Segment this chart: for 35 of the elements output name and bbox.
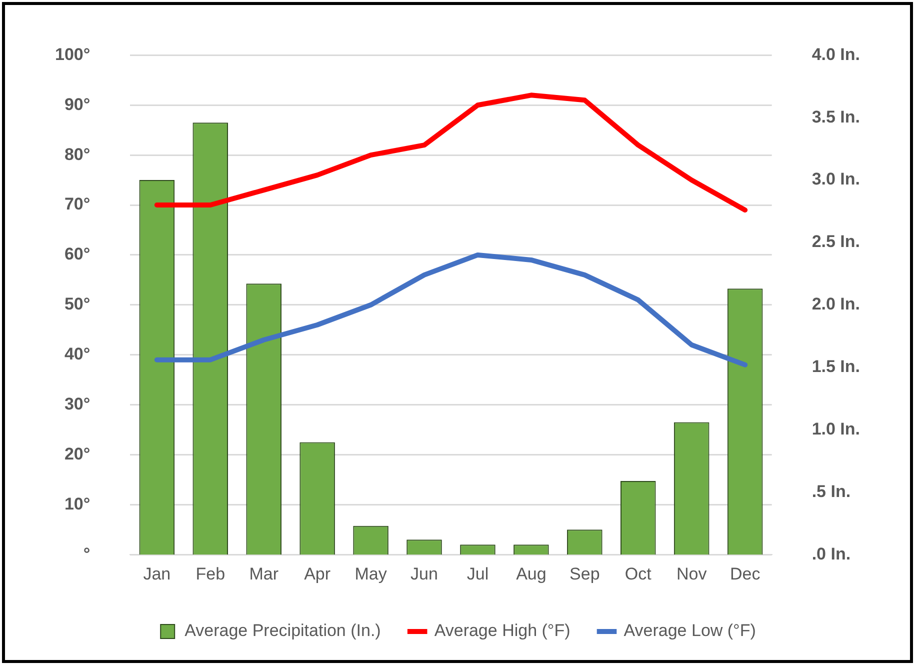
x-tick-label: Jul (466, 564, 489, 584)
y-tick-label: 20° (64, 444, 90, 464)
x-tick-label: Jan (143, 564, 171, 584)
y2-tick-label: 2.0 In. (812, 294, 860, 314)
x-tick-label: Oct (624, 564, 652, 584)
y2-tick-label: .5 In. (812, 482, 851, 501)
y2-tick-label: 3.0 In. (812, 170, 860, 189)
y2-tick-label: 1.0 In. (812, 419, 860, 438)
y-tick-label: 90° (64, 94, 90, 114)
x-tick-label: Aug (516, 564, 546, 584)
y2-tick-label: 1.5 In. (812, 357, 860, 376)
y-tick-label: 40° (64, 344, 90, 364)
y-tick-label: 30° (64, 394, 90, 414)
x-tick-label: Apr (304, 564, 331, 584)
x-tick-label: Jun (410, 564, 438, 584)
y-tick-label: ° (83, 544, 90, 564)
y-tick-label: 80° (64, 144, 90, 164)
y-tick-label: 100° (54, 44, 90, 64)
x-tick-label: May (354, 564, 388, 584)
y-tick-label: 50° (64, 294, 90, 314)
y2-tick-label: 3.5 In. (812, 107, 860, 126)
x-tick-label: Dec (730, 564, 761, 584)
x-tick-label: Sep (570, 564, 600, 584)
legend-label: Average High (°F) (434, 621, 570, 640)
y-tick-label: 70° (64, 194, 90, 214)
x-tick-label: Feb (196, 564, 226, 584)
y2-tick-label: .0 In. (812, 544, 851, 564)
x-tick-label: Mar (249, 564, 279, 584)
y2-tick-label: 4.0 In. (812, 44, 860, 64)
legend-label: Average Precipitation (In.) (184, 621, 381, 640)
y-tick-label: 10° (64, 494, 90, 514)
legend-label: Average Low (°F) (624, 621, 756, 640)
y-tick-label: 60° (64, 244, 90, 264)
y2-tick-label: 2.5 In. (812, 232, 860, 252)
x-tick-label: Nov (676, 564, 708, 584)
